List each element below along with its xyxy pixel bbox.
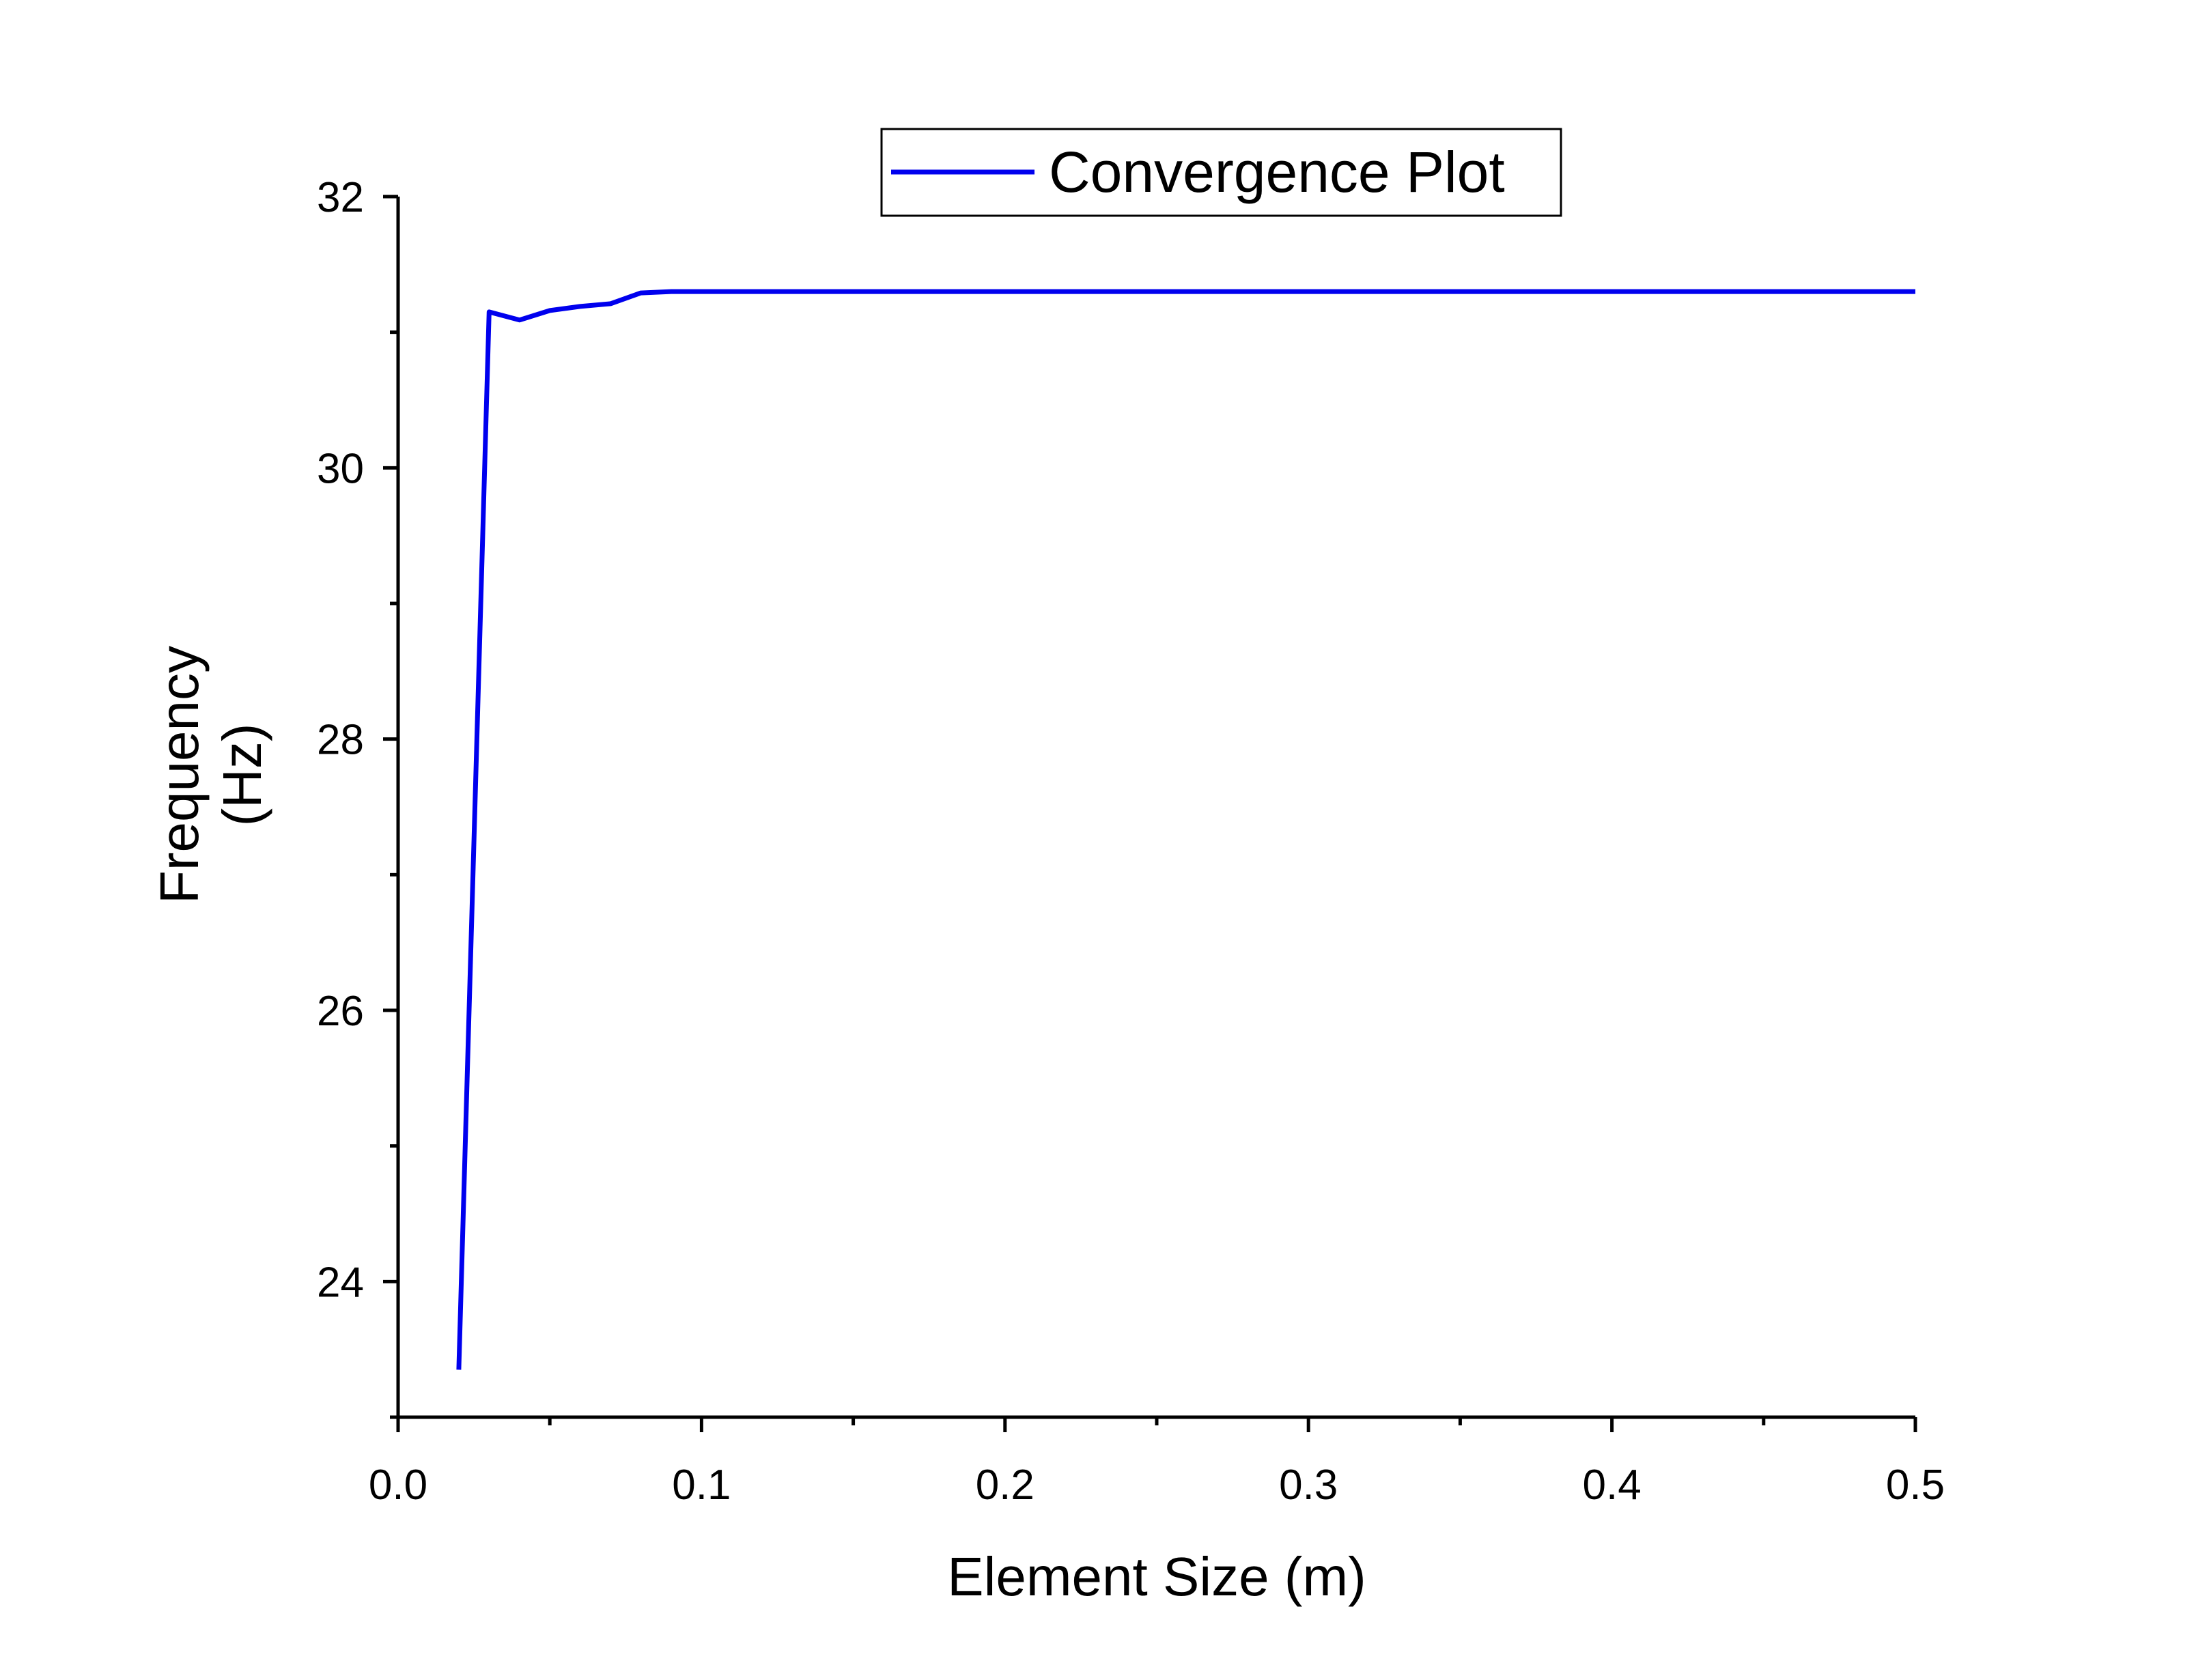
series-layer (456, 289, 1915, 1370)
y-tick-label: 30 (317, 445, 364, 492)
x-axis-ticks: 0.0 0.1 0.2 0.3 0.4 0.5 (369, 1417, 1945, 1509)
legend: Convergence Plot (880, 128, 1562, 217)
y-axis-ticks: 24 26 28 30 32 (317, 174, 398, 1306)
x-tick-label: 0.1 (672, 1462, 731, 1509)
y-tick-label: 24 (317, 1259, 364, 1306)
y-axis-title: Frequency (Hz) (149, 646, 272, 904)
x-tick-label: 0.0 (369, 1462, 427, 1509)
legend-label: Convergence Plot (1049, 140, 1505, 204)
x-tick-label: 0.2 (976, 1462, 1034, 1509)
y-tick-label: 32 (317, 174, 364, 221)
y-axis-title-line-1: Frequency (149, 646, 210, 904)
x-tick-label: 0.5 (1886, 1462, 1945, 1509)
y-tick-label: 26 (317, 988, 364, 1035)
y-axis-title-line-2: (Hz) (212, 723, 272, 826)
x-tick-label: 0.4 (1582, 1462, 1641, 1509)
y-tick-label: 28 (317, 717, 364, 764)
x-tick-label: 0.3 (1279, 1462, 1338, 1509)
series-line-convergence-plot (456, 289, 1915, 1370)
x-axis-title: Element Size (m) (947, 1546, 1366, 1607)
